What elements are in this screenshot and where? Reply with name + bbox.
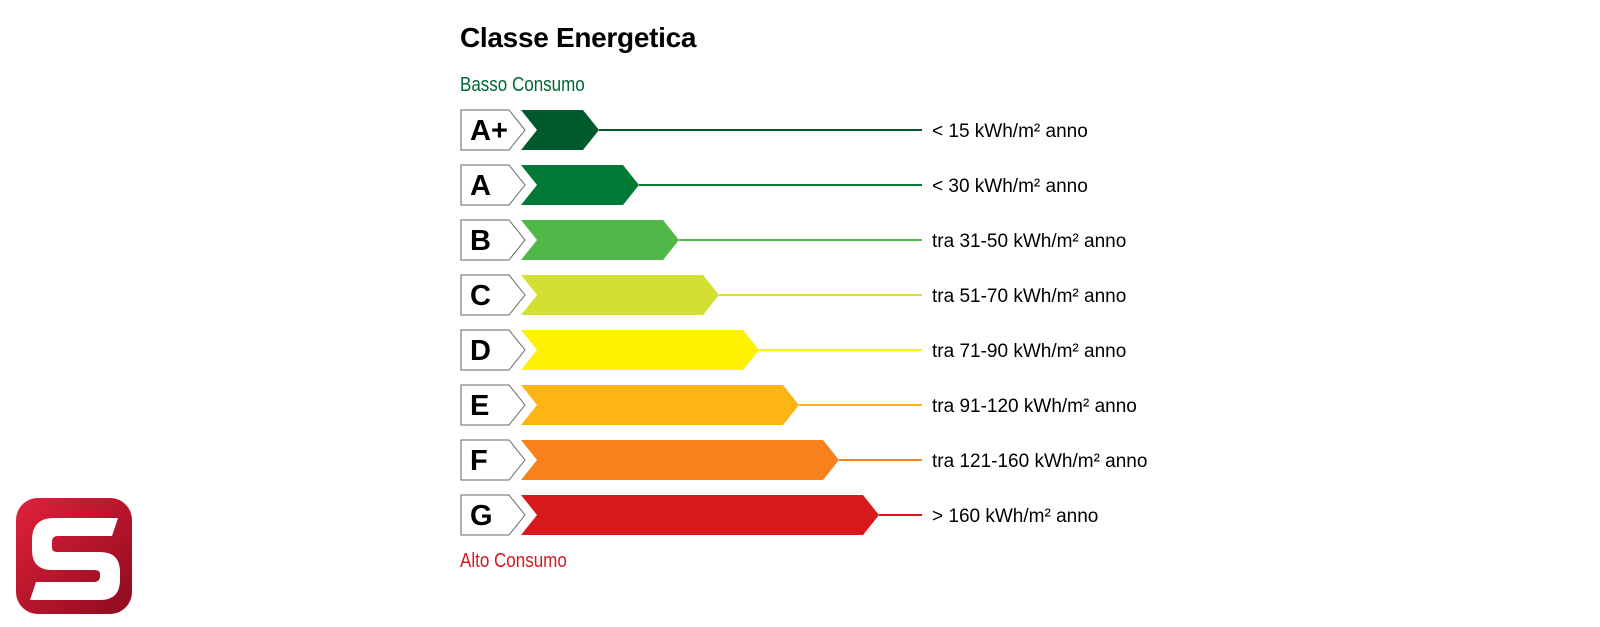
class-letter: C — [470, 280, 491, 312]
energy-class-row: A < 30 kWh/m² anno — [460, 164, 1088, 206]
class-range-label: < 30 kWh/m² anno — [932, 176, 1088, 197]
class-range-label: tra 91-120 kWh/m² anno — [932, 396, 1137, 417]
class-letter-box — [460, 439, 526, 481]
class-letter: E — [470, 390, 489, 422]
brand-logo-icon — [16, 498, 132, 614]
class-range-label: > 160 kWh/m² anno — [932, 506, 1098, 527]
class-bar — [521, 220, 679, 260]
class-bar — [521, 385, 799, 425]
class-letter: F — [470, 445, 488, 477]
class-letter-box — [460, 164, 526, 206]
class-letter: A+ — [470, 115, 508, 147]
class-range-label: tra 31-50 kWh/m² anno — [932, 231, 1126, 252]
class-letter-box — [460, 329, 526, 371]
class-letter-box — [460, 109, 526, 151]
class-bar — [521, 275, 719, 315]
class-range-label: tra 51-70 kWh/m² anno — [932, 286, 1126, 307]
class-range-label: tra 121-160 kWh/m² anno — [932, 451, 1147, 472]
class-letter: B — [470, 225, 491, 257]
class-bar — [521, 330, 759, 370]
class-range-label: < 15 kWh/m² anno — [932, 121, 1088, 142]
class-letter: A — [470, 170, 491, 202]
class-letter: G — [470, 500, 493, 532]
class-bar — [521, 110, 599, 150]
energy-class-row: G > 160 kWh/m² anno — [460, 494, 1098, 536]
class-letter-box — [460, 219, 526, 261]
class-range-label: tra 71-90 kWh/m² anno — [932, 341, 1126, 362]
energy-class-row: A+ < 15 kWh/m² anno — [460, 109, 1088, 151]
class-letter: D — [470, 335, 491, 367]
class-letter-box — [460, 384, 526, 426]
class-bar — [521, 165, 639, 205]
class-bar — [521, 495, 879, 535]
low-consumption-label: Basso Consumo — [460, 74, 585, 96]
class-bar — [521, 440, 839, 480]
high-consumption-label: Alto Consumo — [460, 550, 567, 572]
page-title: Classe Energetica — [460, 22, 697, 53]
class-letter-box — [460, 494, 526, 536]
class-letter-box — [460, 274, 526, 316]
